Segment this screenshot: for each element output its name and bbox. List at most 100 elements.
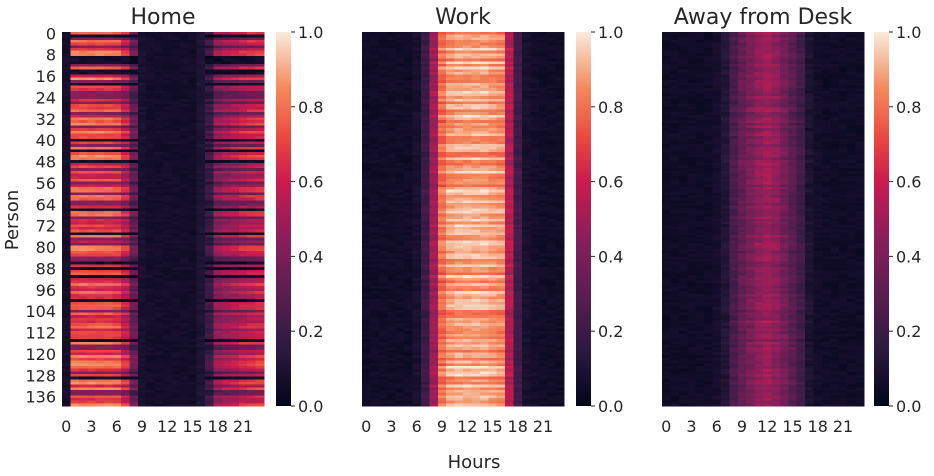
heatmap-cell [412,56,422,60]
heatmap-cell [196,288,206,292]
heatmap-cell [420,93,430,97]
heatmap-cell [196,272,206,276]
heatmap-cell [70,58,80,62]
heatmap-cell [112,344,122,348]
heatmap-cell [120,352,130,356]
heatmap-cell [120,72,130,76]
heatmap-cell [163,213,172,217]
heatmap-cell [137,272,147,276]
heatmap-cell [205,221,214,225]
heatmap-cell [505,192,514,196]
heatmap-cell [78,149,88,153]
heatmap-cell [547,40,556,44]
heatmap-cell [247,64,256,68]
heatmap-cell [205,272,214,276]
heatmap-cell [404,120,413,124]
heatmap-cell [530,34,540,38]
heatmap-cell [446,125,455,129]
heatmap-cell [129,45,139,49]
heatmap-cell [146,280,155,284]
heatmap-cell [555,181,565,185]
heatmap-cell [230,221,240,225]
heatmap-cell [420,192,430,196]
heatmap-cell [221,304,231,308]
heatmap-cell [547,157,556,161]
heatmap-cell [247,379,256,383]
heatmap-cell [171,109,181,113]
heatmap-cell [488,128,498,132]
heatmap-cell [78,227,88,231]
heatmap-cell [446,181,455,185]
heatmap-cell [146,277,155,281]
heatmap-cell [387,144,397,148]
heatmap-cell [463,189,472,193]
heatmap-cell [78,101,88,105]
heatmap-cell [213,80,223,84]
heatmap-cell [112,66,122,70]
heatmap-cell [137,384,147,388]
heatmap-cell [479,128,489,132]
heatmap-cell [437,117,447,121]
heatmap-cell [238,192,248,196]
heatmap-cell [179,317,189,321]
heatmap-cell [112,373,122,378]
heatmap-cell [513,160,523,164]
heatmap-cell [404,165,413,169]
heatmap-cell [87,32,97,36]
heatmap-cell [420,184,430,188]
heatmap-cell [205,275,214,279]
heatmap-cell [196,189,206,193]
heatmap-cell [205,80,214,84]
heatmap-cell [129,320,139,324]
heatmap-cell [129,114,139,118]
heatmap-cell [255,379,265,383]
heatmap-cell [104,235,113,239]
heatmap-cell [87,37,97,41]
heatmap-cell [62,320,71,324]
heatmap-cell [437,34,447,38]
heatmap-cell [196,333,206,337]
heatmap-cell [70,264,80,268]
heatmap-cell [78,162,88,166]
heatmap-cell [221,259,231,263]
heatmap-cell [255,333,265,337]
heatmap-cell [70,275,80,279]
heatmap-cell [171,186,181,191]
heatmap-cell [104,157,113,161]
heatmap-cell [479,88,489,92]
heatmap-cell [213,90,223,94]
heatmap-cell [196,216,206,220]
heatmap-cell [112,162,122,166]
heatmap-cell [95,219,105,223]
heatmap-cell [137,192,147,196]
heatmap-cell [505,194,514,199]
heatmap-cell [104,112,113,116]
heatmap-cell [238,197,248,201]
heatmap-cell [530,189,540,193]
heatmap-cell [137,261,147,265]
heatmap-cell [404,173,413,177]
heatmap-cell [437,114,447,118]
heatmap-cell [87,58,97,62]
heatmap-cell [129,144,139,148]
heatmap-cell [378,202,388,207]
heatmap-cell [179,331,189,335]
heatmap-cell [95,365,105,369]
heatmap-cell [446,72,455,76]
heatmap-cell [479,197,489,201]
heatmap-cell [104,221,113,225]
heatmap-cell [196,344,206,348]
heatmap-cell [129,165,139,169]
heatmap-cell [154,400,164,404]
heatmap-cell [471,72,481,76]
heatmap-cell [479,133,489,137]
heatmap-cell [120,323,130,327]
heatmap-cell [221,381,231,386]
heatmap-cell [179,42,189,46]
heatmap-cells [362,32,565,407]
heatmap-cell [78,208,88,212]
heatmap-cell [479,93,489,97]
heatmap-cell [129,339,139,343]
heatmap-cell [437,120,447,124]
heatmap-cell [479,56,489,60]
